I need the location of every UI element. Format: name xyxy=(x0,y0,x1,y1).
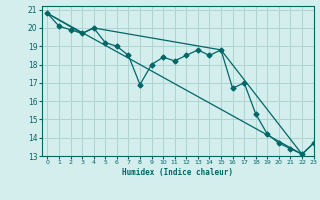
X-axis label: Humidex (Indice chaleur): Humidex (Indice chaleur) xyxy=(122,168,233,177)
